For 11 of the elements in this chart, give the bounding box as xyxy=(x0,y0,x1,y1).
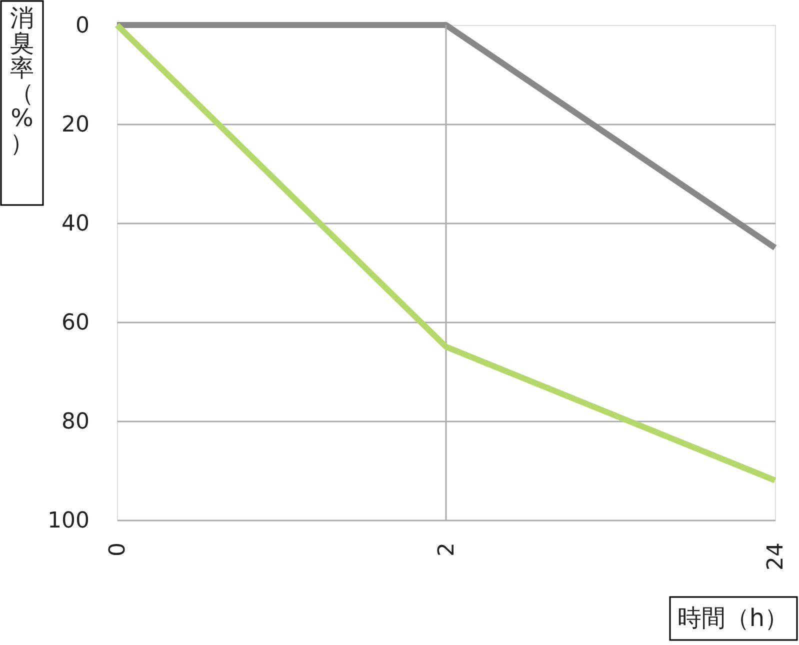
x-axis-title: 時間（h） xyxy=(677,604,789,632)
y-tick-label: 0 xyxy=(76,14,90,38)
y-tick-label: 20 xyxy=(62,112,90,138)
x-tick-label: 24 xyxy=(764,542,788,570)
y-tick-label: 80 xyxy=(62,410,90,434)
x-tick-label: 2 xyxy=(434,542,460,556)
y-tick-label: 40 xyxy=(62,212,90,236)
y-tick-label: 100 xyxy=(48,508,90,534)
x-tick-label: 0 xyxy=(106,542,130,556)
y-axis-title: 消臭率（%） xyxy=(10,4,34,157)
y-tick-label: 60 xyxy=(62,310,90,336)
